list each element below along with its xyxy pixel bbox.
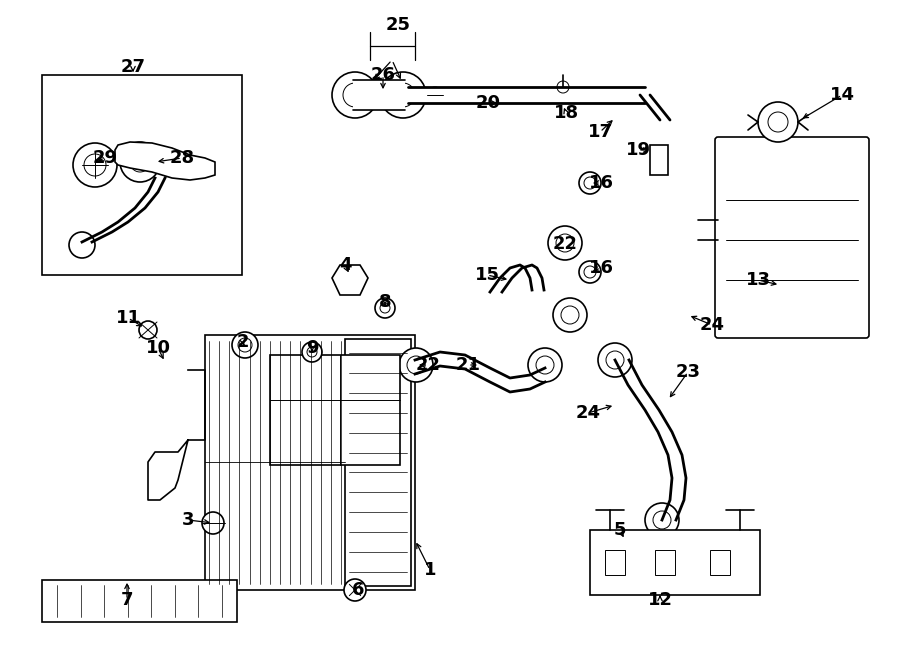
Circle shape <box>139 321 157 339</box>
Bar <box>710 550 730 575</box>
Bar <box>490 264 544 292</box>
Text: 11: 11 <box>115 309 140 327</box>
Circle shape <box>579 261 601 283</box>
Text: 27: 27 <box>121 58 146 76</box>
Text: 15: 15 <box>474 266 500 284</box>
Text: 23: 23 <box>676 363 700 381</box>
Circle shape <box>758 102 798 142</box>
Text: 9: 9 <box>306 339 319 357</box>
Bar <box>353 80 405 110</box>
Circle shape <box>302 342 322 362</box>
Circle shape <box>399 348 433 382</box>
Circle shape <box>553 298 587 332</box>
Text: 24: 24 <box>575 404 600 422</box>
Circle shape <box>380 72 426 118</box>
Circle shape <box>332 72 378 118</box>
Circle shape <box>120 142 160 182</box>
Text: 22: 22 <box>416 356 440 374</box>
Text: 22: 22 <box>553 235 578 253</box>
Bar <box>638 85 672 131</box>
Text: 12: 12 <box>647 591 672 609</box>
Bar <box>655 550 675 575</box>
Bar <box>415 350 545 382</box>
Circle shape <box>69 232 95 258</box>
Bar <box>345 339 411 586</box>
Text: 2: 2 <box>237 333 249 351</box>
Circle shape <box>548 226 582 260</box>
Text: 6: 6 <box>352 581 365 599</box>
Circle shape <box>598 343 632 377</box>
Circle shape <box>202 512 224 534</box>
Text: 29: 29 <box>93 149 118 167</box>
Text: 20: 20 <box>475 94 500 112</box>
Bar <box>650 145 668 175</box>
Text: 14: 14 <box>830 86 854 104</box>
Circle shape <box>528 348 562 382</box>
Bar <box>408 87 645 103</box>
Bar <box>205 335 415 590</box>
Text: 16: 16 <box>589 174 614 192</box>
Bar <box>42 580 237 622</box>
Circle shape <box>579 172 601 194</box>
Text: 21: 21 <box>455 356 481 374</box>
Text: 18: 18 <box>554 104 579 122</box>
Bar <box>270 355 400 465</box>
Text: 16: 16 <box>589 259 614 277</box>
Circle shape <box>73 143 117 187</box>
Text: 26: 26 <box>371 66 395 84</box>
Text: 25: 25 <box>385 16 410 34</box>
Bar <box>590 530 760 595</box>
Text: 17: 17 <box>588 123 613 141</box>
Bar <box>42 75 242 275</box>
Text: 1: 1 <box>424 561 436 579</box>
FancyBboxPatch shape <box>715 137 869 338</box>
Polygon shape <box>115 142 215 180</box>
Text: 13: 13 <box>745 271 770 289</box>
Text: 3: 3 <box>182 511 194 529</box>
Text: 8: 8 <box>379 293 392 311</box>
Text: 28: 28 <box>169 149 194 167</box>
Text: 4: 4 <box>338 256 351 274</box>
Text: 10: 10 <box>146 339 170 357</box>
Circle shape <box>375 298 395 318</box>
Text: 24: 24 <box>699 316 725 334</box>
Circle shape <box>344 579 366 601</box>
Bar <box>605 550 625 575</box>
Text: 5: 5 <box>614 521 626 539</box>
Circle shape <box>645 503 679 537</box>
Circle shape <box>232 332 258 358</box>
Bar <box>613 358 686 522</box>
Text: 7: 7 <box>121 591 133 609</box>
Bar <box>72 232 92 250</box>
Text: 19: 19 <box>626 141 651 159</box>
Polygon shape <box>332 265 368 295</box>
